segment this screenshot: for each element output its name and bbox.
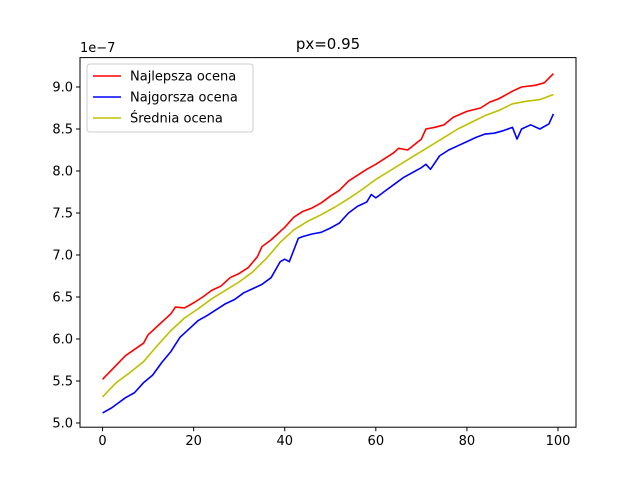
y-tick-label: 6.5 [52,291,73,306]
x-axis: 0 20 40 60 80 100 [98,427,570,449]
legend-label-3: Średnia ocena [130,111,223,127]
y-tick-label: 8.5 [52,123,73,138]
y-tick-label: 5.5 [52,375,73,390]
series-line-2 [102,113,555,414]
chart-title: px=0.95 [296,35,360,53]
series-line-1 [101,72,555,380]
series-line-3 [101,93,554,398]
x-tick-label: 20 [185,434,202,449]
legend-box [86,63,254,133]
legend-label-1: Najlepsza ocena [130,70,236,85]
x-tick-label: 40 [276,434,293,449]
x-tick-label: 100 [546,434,571,449]
y-tick-label: 8.0 [52,165,73,180]
x-tick-label: 0 [98,434,106,449]
y-tick-label: 7.5 [52,207,73,222]
x-tick-label: 60 [368,434,385,449]
y-tick-label: 6.0 [52,333,73,348]
legend: Najlepsza ocena Najgorsza ocena Średnia oc… [86,63,254,133]
y-tick-label: 7.0 [52,249,73,264]
y-tick-label: 9.0 [52,81,73,96]
axes-frame [79,57,577,428]
y-axis: 5.0 5.5 6.0 6.5 7.0 7.5 8.0 8.5 9.0 [52,81,80,432]
x-tick-label: 80 [459,434,476,449]
plot-lines [101,72,555,414]
y-scale-label: 1e−7 [80,41,115,56]
y-tick-label: 5.0 [52,417,73,432]
legend-label-2: Najgorsza ocena [130,91,238,106]
